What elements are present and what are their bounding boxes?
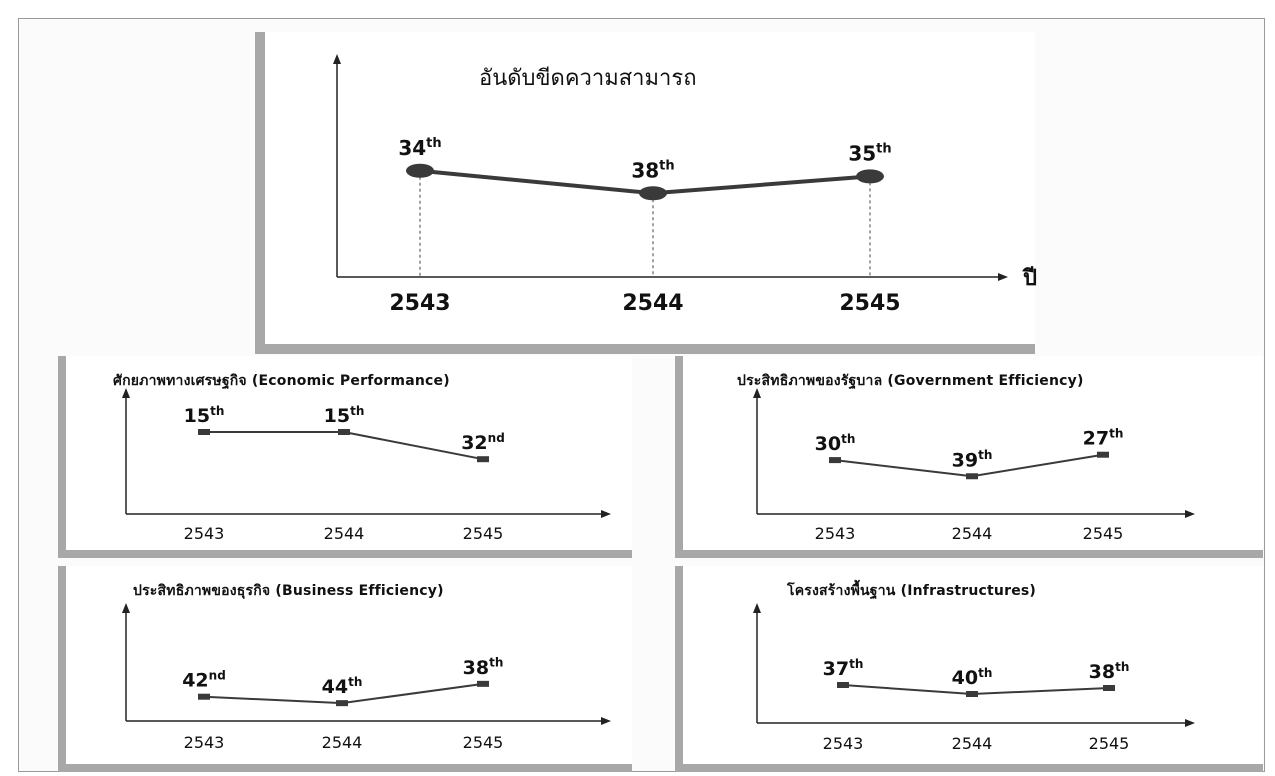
x-axis-arrow <box>601 510 611 518</box>
x-tick-label: 2545 <box>463 524 504 543</box>
panel-shadow-left <box>675 566 683 772</box>
data-point <box>639 186 667 201</box>
panel-background <box>58 566 632 772</box>
data-label: 44th <box>322 675 363 698</box>
chart-title: ประสิทธิภาพของรัฐบาล (Government Efficie… <box>737 373 1084 389</box>
data-point <box>856 169 884 184</box>
x-tick-label: 2543 <box>184 733 225 752</box>
panel-background <box>675 356 1263 558</box>
chart-svg: 34th 38th 35th 2543 2544 2545 <box>255 32 1035 354</box>
x-axis-arrow <box>1185 510 1195 518</box>
business-efficiency-chart: 42nd 44th 38th 2543 2544 2545 ประสิทธิภาพของธ… <box>58 566 632 772</box>
data-label: 42nd <box>182 669 226 692</box>
x-axis-arrow <box>1185 719 1195 727</box>
x-tick-label: 2545 <box>1089 734 1130 753</box>
data-label: 39th <box>952 448 993 471</box>
data-label: 38th <box>631 158 674 182</box>
x-tick-label: 2544 <box>952 734 993 753</box>
data-label: 15th <box>324 404 365 427</box>
x-tick-label: 2544 <box>322 733 363 752</box>
data-label: 30th <box>815 432 856 455</box>
data-label: 38th <box>463 656 504 679</box>
data-label: 27th <box>1083 427 1124 450</box>
x-tick-label: 2544 <box>324 524 365 543</box>
economic-performance-chart: 15th 15th 32nd 2543 2544 2545 ศักยภาพทางเศรษฐ… <box>58 356 632 558</box>
data-label: 35th <box>848 141 891 165</box>
chart-title: ศักยภาพทางเศรษฐกิจ (Economic Performance… <box>113 373 450 389</box>
chart-svg: 37th 40th 38th 2543 2544 2545 <box>675 566 1263 772</box>
data-point <box>477 456 489 463</box>
data-point <box>406 163 434 178</box>
chart-title: โครงสร้างพื้นฐาน (Infrastructures) <box>787 583 1037 599</box>
infrastructures-chart: 37th 40th 38th 2543 2544 2545 โครงสร้างพื้นฐา… <box>675 566 1263 772</box>
data-point <box>198 693 210 700</box>
data-label: 34th <box>398 136 441 160</box>
panel-shadow-bottom <box>255 344 1035 354</box>
x-tick-label: 2543 <box>823 734 864 753</box>
x-axis-arrow <box>601 717 611 725</box>
y-axis-arrow <box>333 54 341 64</box>
x-tick-label: 2545 <box>463 733 504 752</box>
panel-shadow-left <box>58 566 66 772</box>
data-point <box>829 457 841 464</box>
x-tick-label: 2543 <box>389 291 450 316</box>
government-efficiency-chart: 30th 39th 27th 2543 2544 2545 ประสิทธิภาพของร… <box>675 356 1263 558</box>
panel-background <box>675 566 1263 772</box>
data-point <box>336 700 348 707</box>
x-tick-label: 2545 <box>839 291 900 316</box>
y-axis-arrow <box>753 603 761 613</box>
panel-shadow-left <box>58 356 66 558</box>
data-point <box>1103 685 1115 691</box>
chart-title: อันดับขีดความสามารถ <box>479 66 697 91</box>
panel-shadow-left <box>675 356 683 558</box>
x-tick-label: 2543 <box>184 524 225 543</box>
data-point <box>966 473 978 480</box>
panel-shadow-bottom <box>58 550 632 558</box>
y-axis-arrow <box>122 388 130 398</box>
chart-svg: 30th 39th 27th 2543 2544 2545 <box>675 356 1263 558</box>
x-tick-label: 2544 <box>622 291 683 316</box>
x-tick-label: 2545 <box>1083 524 1124 543</box>
data-point <box>966 691 978 697</box>
data-label: 40th <box>952 666 993 689</box>
chart-svg: 15th 15th 32nd 2543 2544 2545 <box>58 356 632 558</box>
panel-background <box>58 356 632 558</box>
data-label: 37th <box>823 657 864 680</box>
panel-shadow-left <box>255 32 265 354</box>
x-axis-label: ปี <box>1023 266 1037 291</box>
y-axis-arrow <box>753 388 761 398</box>
data-point <box>1097 451 1109 458</box>
x-tick-label: 2544 <box>952 524 993 543</box>
y-axis-arrow <box>122 603 130 613</box>
x-tick-label: 2543 <box>815 524 856 543</box>
data-point <box>477 680 489 687</box>
data-point <box>837 682 849 688</box>
chart-svg: 42nd 44th 38th 2543 2544 2545 <box>58 566 632 772</box>
data-label: 15th <box>184 404 225 427</box>
x-axis-arrow <box>998 273 1008 281</box>
data-point <box>338 429 350 435</box>
data-label: 32nd <box>461 431 505 454</box>
main-competitiveness-chart: 34th 38th 35th 2543 2544 2545 อันดับขีดความสา… <box>255 32 1037 354</box>
data-point <box>198 429 210 435</box>
chart-title: ประสิทธิภาพของธุรกิจ (Business Efficienc… <box>133 583 444 599</box>
panel-shadow-bottom <box>58 764 632 772</box>
panel-shadow-bottom <box>675 550 1263 558</box>
data-label: 38th <box>1089 660 1130 683</box>
panel-shadow-bottom <box>675 764 1263 772</box>
